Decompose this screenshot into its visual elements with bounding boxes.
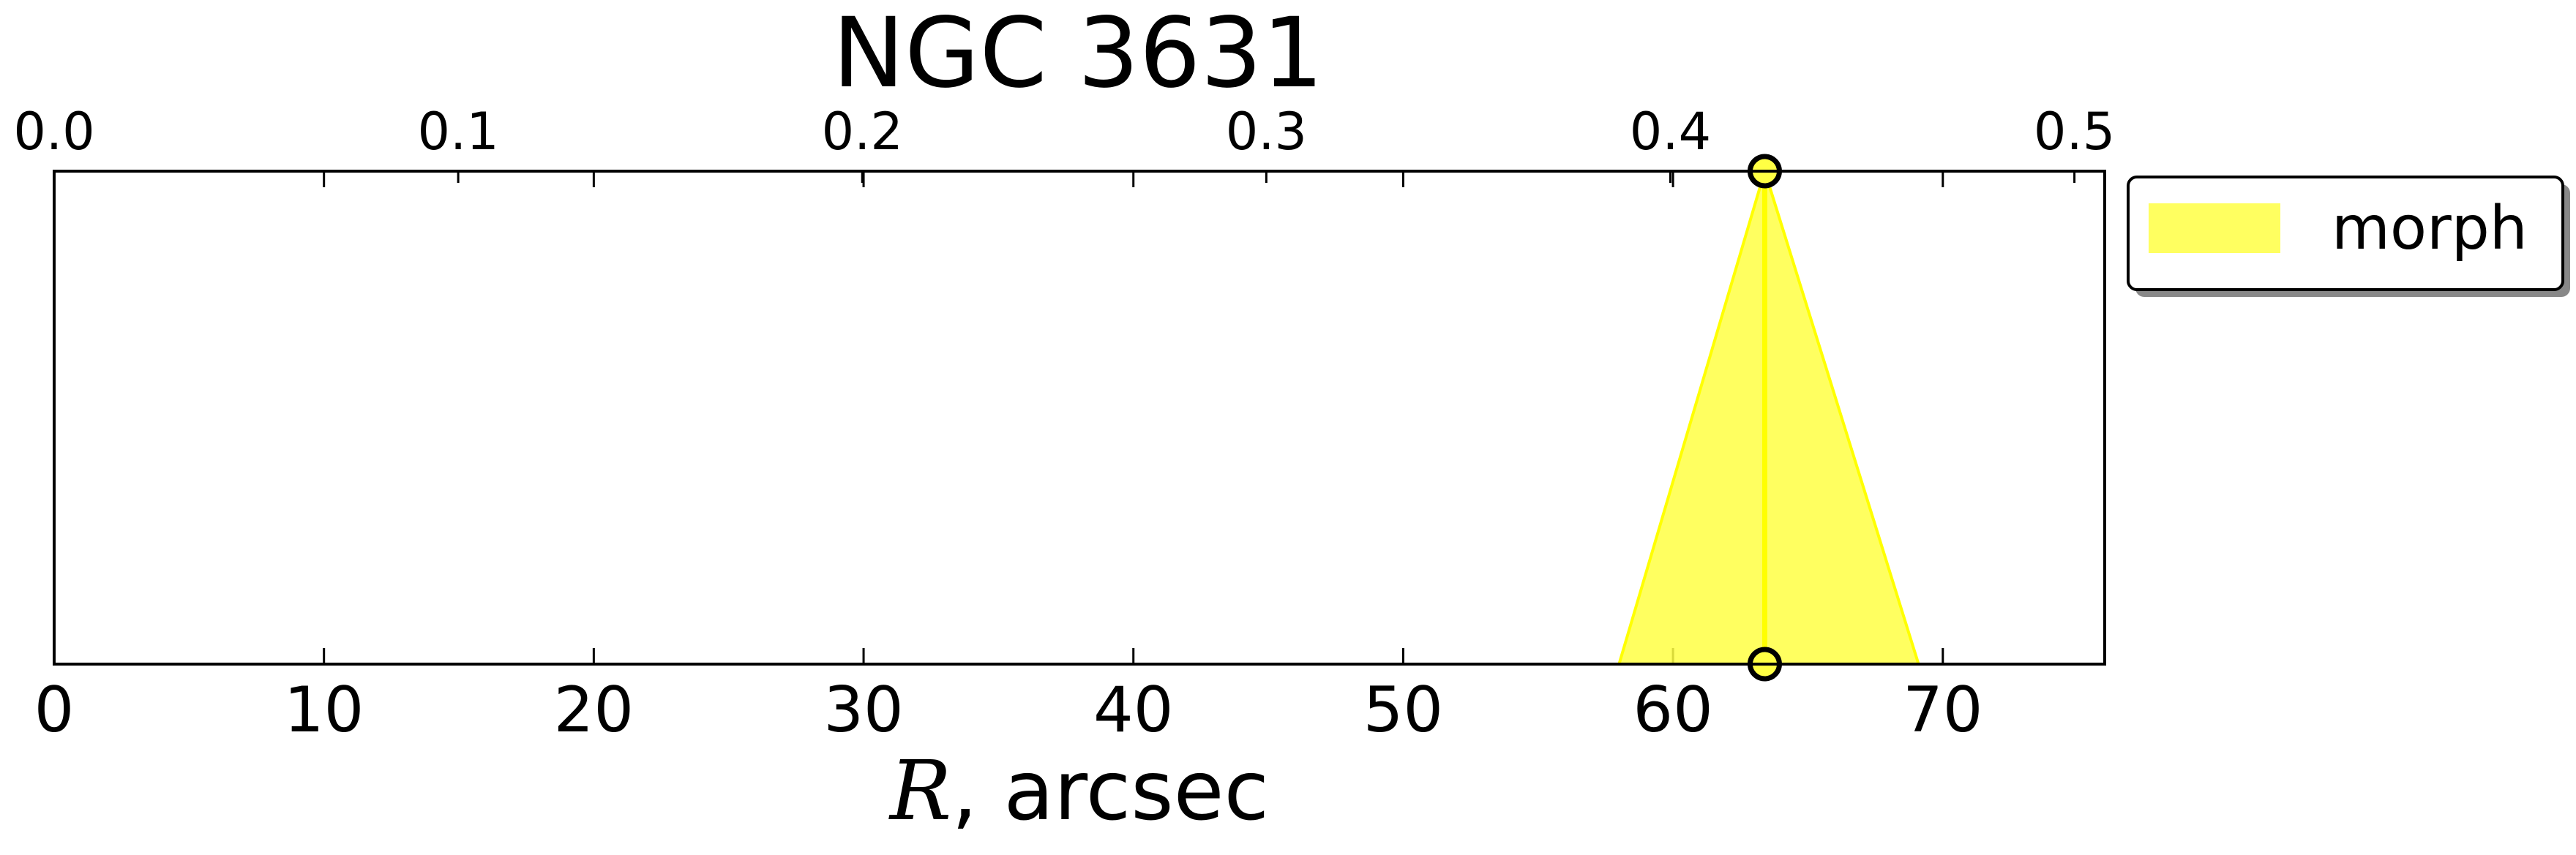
x-tick-label-40: 40 [1093,674,1173,747]
morph-band [1617,166,1921,666]
top-tick-label-4: 0.4 [1630,102,1711,162]
x-axis-label: R, arcsec [888,744,1269,839]
x-tick-label-30: 30 [823,674,903,747]
bottom-axis-ticks: 0 10 20 30 40 50 60 70 [34,171,1983,747]
plot-area [1617,154,1921,682]
x-tick-label-70: 70 [1903,674,1982,747]
top-tick-label-3: 0.3 [1226,102,1307,162]
x-tick-label-50: 50 [1363,674,1443,747]
x-tick-label-20: 20 [554,674,634,747]
top-axis-ticks: 0.0 0.1 0.2 0.3 0.4 0.5 [13,102,2115,183]
top-tick-label-1: 0.1 [417,102,498,162]
chart-title: NGC 3631 [832,0,1323,110]
x-tick-label-0: 0 [34,674,75,747]
x-axis-label-unit: , arcsec [951,744,1269,839]
legend: morph [2127,176,2570,297]
x-axis-label-variable: R [888,744,951,839]
x-tick-label-60: 60 [1633,674,1712,747]
plot-frame [53,170,2106,666]
legend-label-morph: morph [2332,194,2528,263]
top-tick-label-5: 0.5 [2034,102,2115,162]
top-tick-label-0: 0.0 [13,102,94,162]
x-tick-label-10: 10 [284,674,364,747]
top-tick-label-2: 0.2 [822,102,903,162]
legend-swatch-morph [2149,203,2280,253]
